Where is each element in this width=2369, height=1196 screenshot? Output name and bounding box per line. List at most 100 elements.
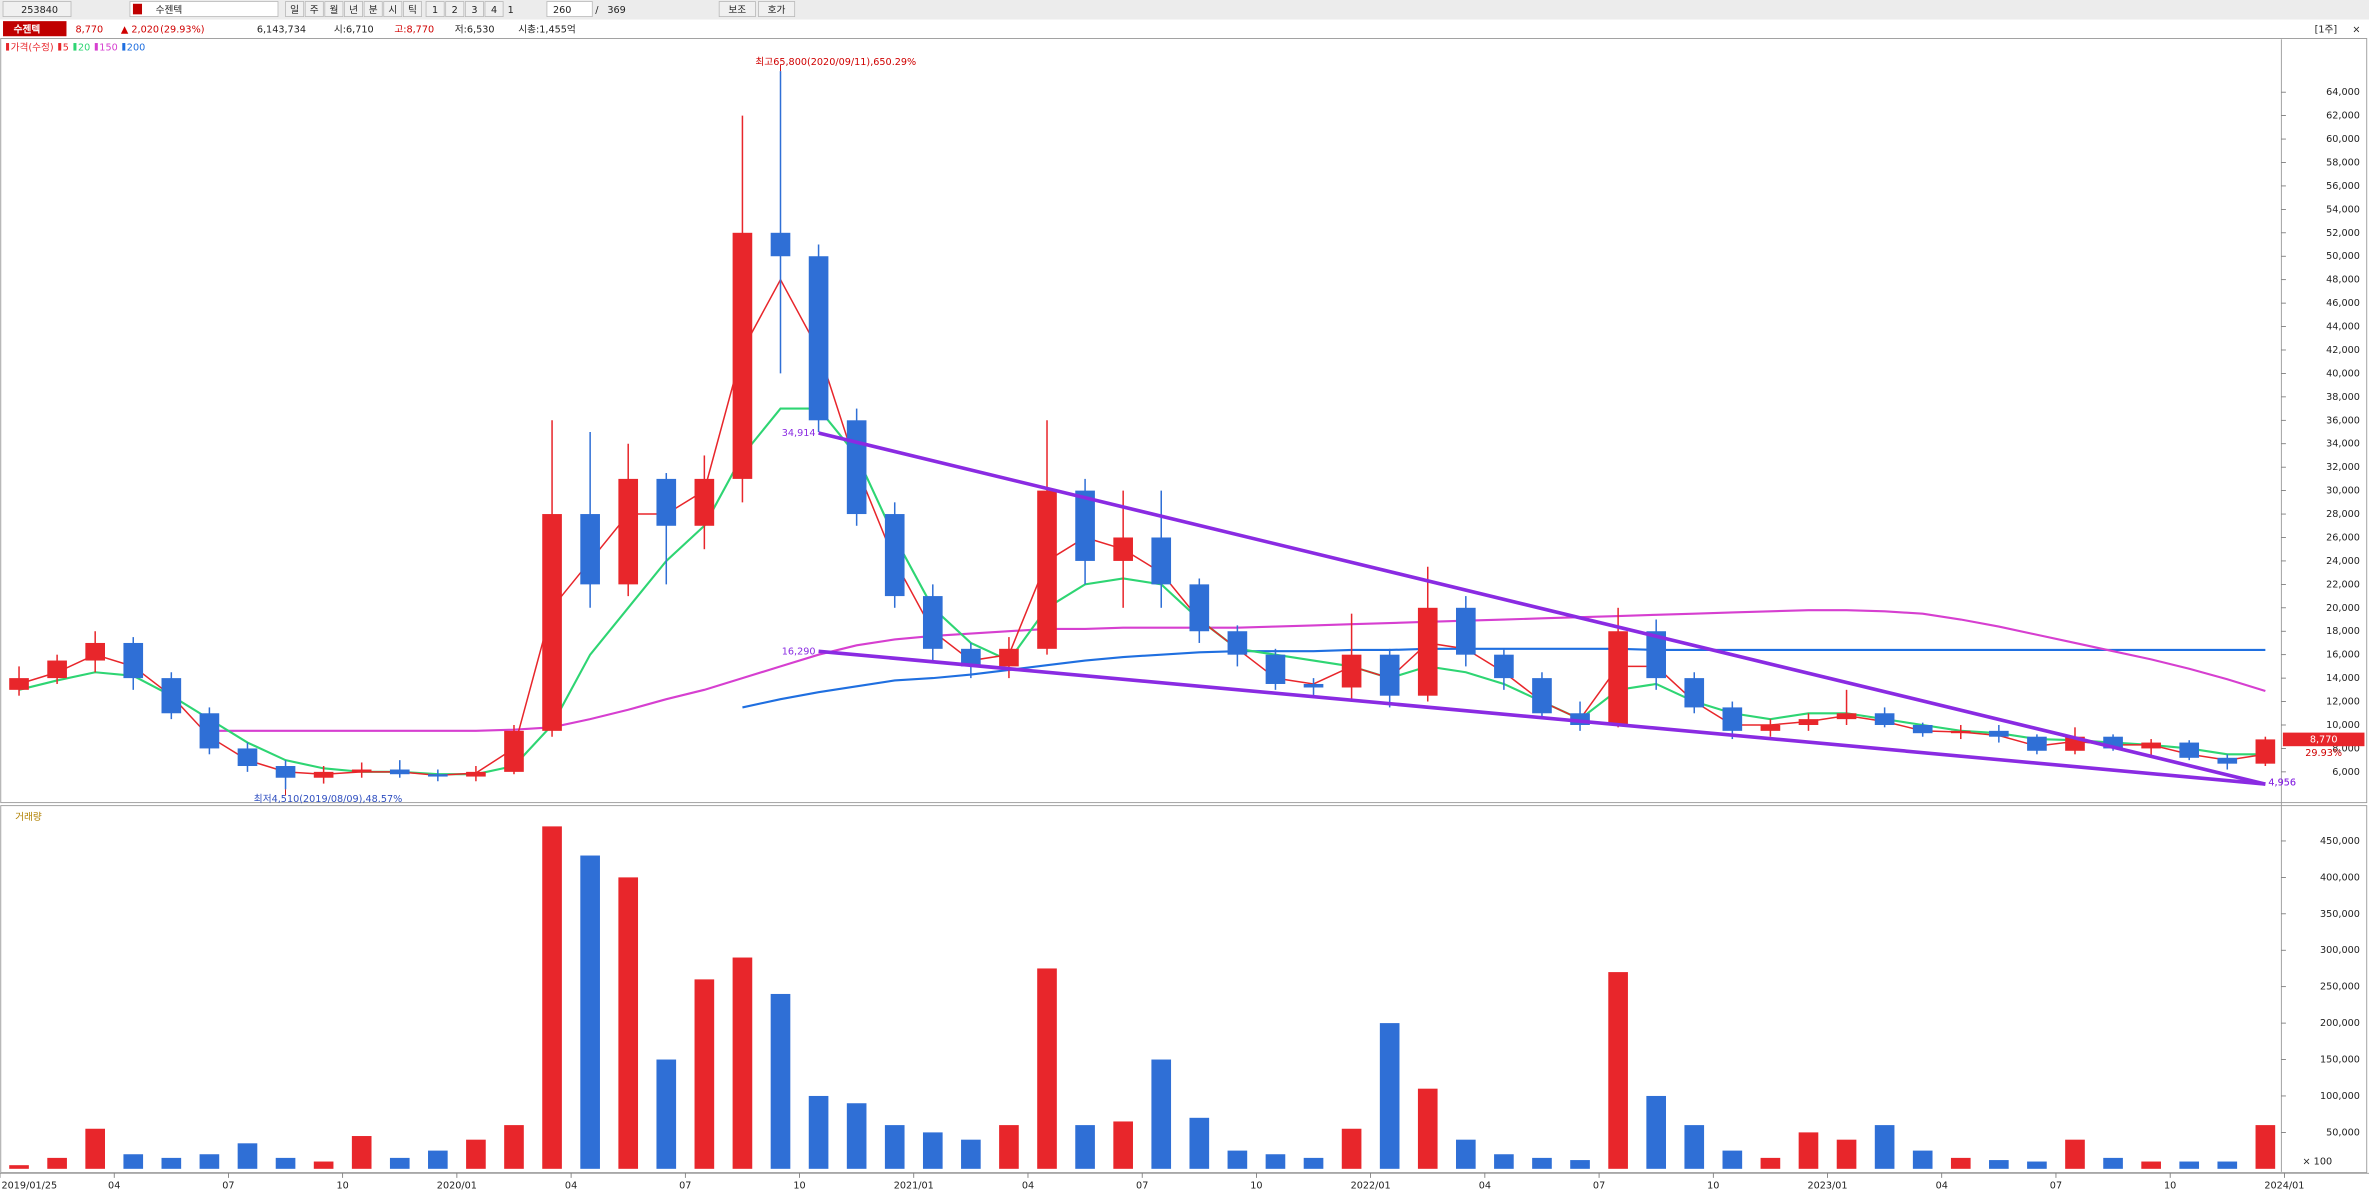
- volume-unit: × 100: [2303, 1156, 2333, 1167]
- period-button[interactable]: [344, 1, 363, 17]
- y-tick-label: 54,000: [2326, 204, 2360, 215]
- volume-bar: [1532, 1157, 1552, 1169]
- candle-body: [2179, 742, 2200, 758]
- page-button[interactable]: [425, 1, 445, 17]
- legend-swatch: [6, 43, 10, 51]
- last-price-box: [2282, 732, 2365, 747]
- count-sep: /: [595, 5, 599, 16]
- page-button[interactable]: [484, 1, 504, 17]
- volume-bar: [1341, 1128, 1362, 1169]
- x-tick-label: 10: [1250, 1180, 1262, 1191]
- volume-bar: [2255, 1125, 2276, 1169]
- y-tick-label: 250,000: [2320, 982, 2360, 993]
- volume-bar: [2027, 1161, 2047, 1169]
- candle-body: [732, 232, 753, 479]
- y-tick-label: 350,000: [2320, 909, 2360, 920]
- info-cap: 시총:1,455억: [518, 23, 576, 35]
- candle-body: [1341, 654, 1362, 688]
- panel-close[interactable]: ×: [2352, 24, 2360, 35]
- volume-bar: [770, 993, 791, 1169]
- candle-body: [580, 514, 600, 585]
- candle-body: [1417, 607, 1438, 696]
- candle-body: [1570, 713, 1590, 725]
- volume-bar: [1379, 1023, 1400, 1169]
- max-annotation: 최고65,800(2020/09/11),650.29%: [755, 57, 916, 68]
- y-tick-label: 56,000: [2326, 181, 2360, 192]
- y-tick-label: 24,000: [2326, 556, 2360, 567]
- volume-bar: [1836, 1139, 1857, 1169]
- y-tick-label: 20,000: [2326, 603, 2360, 614]
- volume-bar: [1303, 1157, 1324, 1169]
- tool-button[interactable]: [718, 1, 756, 17]
- volume-bar: [2065, 1139, 2085, 1169]
- period-button[interactable]: [363, 1, 383, 17]
- page-label: 2: [452, 5, 458, 16]
- y-tick-label: 50,000: [2326, 251, 2360, 262]
- candle-body: [313, 771, 334, 778]
- legend-label: 5: [63, 43, 69, 54]
- volume-bar: [1950, 1157, 1971, 1169]
- trend-end-label: 4,956: [2268, 778, 2296, 789]
- code-box[interactable]: [2, 1, 72, 17]
- candle-body: [2255, 739, 2276, 764]
- name-box[interactable]: [129, 1, 279, 17]
- y-tick-label: 62,000: [2326, 111, 2360, 122]
- x-tick-label: 10: [793, 1180, 805, 1191]
- count-value: 260: [553, 5, 571, 16]
- candle-body: [2103, 736, 2123, 749]
- x-tick-label: 07: [2050, 1180, 2062, 1191]
- candle-body: [1113, 537, 1133, 561]
- volume-bar: [2141, 1161, 2161, 1169]
- stock-name: 수젠텍: [156, 5, 183, 16]
- volume-bar: [884, 1125, 905, 1169]
- y-tick-label: 50,000: [2326, 1127, 2360, 1138]
- period-button[interactable]: [304, 1, 324, 17]
- trend-end-label: 4,956: [2268, 778, 2296, 789]
- legend-swatch: [122, 43, 126, 51]
- y-tick-label: 64,000: [2326, 87, 2360, 98]
- page-button[interactable]: [464, 1, 484, 17]
- x-tick-label: 04: [108, 1180, 120, 1191]
- legend-label: 가격(수정): [11, 42, 54, 54]
- period-label: 월: [329, 4, 338, 16]
- candle-body: [1798, 719, 1819, 725]
- trend-line: [818, 431, 2266, 786]
- candle-body: [1684, 678, 1705, 708]
- volume-bar: [1989, 1160, 2009, 1169]
- info-change: ▲ 2,020: [121, 24, 159, 35]
- info-volume: 6,143,734: [257, 24, 306, 35]
- volume-bar: [1265, 1154, 1286, 1169]
- candle-body: [1646, 631, 1667, 679]
- page-label: 4: [491, 5, 497, 16]
- y-tick-label: 48,000: [2326, 275, 2360, 286]
- candle-body: [1303, 683, 1324, 688]
- tool-button[interactable]: [758, 1, 796, 17]
- panel-period[interactable]: [1주]: [2315, 24, 2338, 35]
- x-tick-label: 2021/01: [894, 1180, 934, 1191]
- period-button[interactable]: [324, 1, 344, 17]
- candle-body: [884, 514, 905, 597]
- volume-bar: [1912, 1150, 1933, 1169]
- period-button[interactable]: [383, 1, 403, 17]
- x-tick-label: 2022/01: [1351, 1180, 1391, 1191]
- y-tick-label: 34,000: [2326, 439, 2360, 450]
- volume-bar: [199, 1154, 220, 1169]
- x-tick-label: 07: [679, 1180, 691, 1191]
- x-tick-label: 07: [1593, 1180, 1605, 1191]
- y-tick-label: 8,000: [2332, 743, 2360, 754]
- volume-bar: [808, 1095, 829, 1169]
- volume-bar: [504, 1125, 524, 1169]
- count-box[interactable]: [546, 1, 593, 17]
- period-button[interactable]: [403, 1, 422, 17]
- candle-body: [1836, 713, 1857, 720]
- volume-bar: [1570, 1160, 1590, 1169]
- info-name-box: [3, 21, 67, 37]
- candle-body: [922, 596, 943, 649]
- volume-bar: [846, 1103, 867, 1169]
- candle-body: [846, 420, 867, 515]
- page-button[interactable]: [445, 1, 465, 17]
- y-tick-label: 12,000: [2326, 697, 2360, 708]
- period-button[interactable]: [285, 1, 305, 17]
- info-price: 8,770: [76, 24, 104, 35]
- volume-bar: [656, 1059, 677, 1169]
